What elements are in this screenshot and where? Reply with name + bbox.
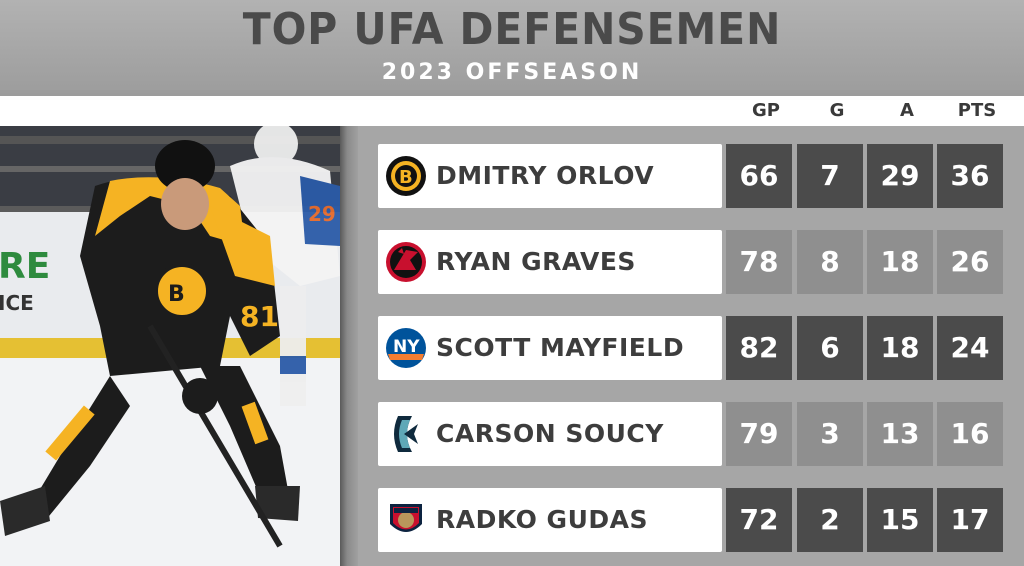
player-name: SCOTT MAYFIELD	[436, 333, 685, 362]
islanders-logo-icon: NY	[386, 328, 426, 368]
svg-text:B: B	[399, 167, 413, 188]
player-name-box: NY SCOTT MAYFIELD	[378, 316, 722, 380]
stat-pts: 16	[937, 402, 1003, 466]
column-header-gp: GP	[752, 100, 780, 121]
stat-pts: 26	[937, 230, 1003, 294]
stat-a: 29	[867, 144, 933, 208]
stat-g: 6	[797, 316, 863, 380]
player-row: B DMITRY ORLOV 66 7 29 36	[358, 144, 1024, 208]
svg-text:NY: NY	[393, 337, 420, 357]
stat-gp: 78	[726, 230, 792, 294]
player-photo: RE ICE 29 B 81	[0, 126, 342, 566]
graphic-title: TOP UFA DEFENSEMEN	[242, 4, 782, 55]
svg-text:29: 29	[308, 202, 336, 226]
player-row: NY SCOTT MAYFIELD 82 6 18 24	[358, 316, 1024, 380]
stat-a: 15	[867, 488, 933, 552]
kraken-logo-icon	[394, 416, 418, 452]
stat-gp: 79	[726, 402, 792, 466]
player-name-box: B DMITRY ORLOV	[378, 144, 722, 208]
player-name-box: RADKO GUDAS	[378, 488, 722, 552]
board-ad-text-2: ICE	[0, 291, 34, 315]
player-name-box: RYAN GRAVES	[378, 230, 722, 294]
player-name: DMITRY ORLOV	[436, 161, 655, 190]
graphic-header: TOP UFA DEFENSEMEN 2023 OFFSEASON	[0, 0, 1024, 96]
stat-pts: 24	[937, 316, 1003, 380]
stat-a: 18	[867, 316, 933, 380]
stat-a: 18	[867, 230, 933, 294]
player-row: RADKO GUDAS 72 2 15 17	[358, 488, 1024, 552]
panel-divider	[340, 126, 358, 566]
jersey-number: 81	[240, 300, 279, 333]
board-ad-text: RE	[0, 246, 50, 287]
stat-pts: 17	[937, 488, 1003, 552]
column-header-a: A	[900, 100, 914, 121]
stat-a: 13	[867, 402, 933, 466]
stat-pts: 36	[937, 144, 1003, 208]
stat-g: 2	[797, 488, 863, 552]
stat-gp: 72	[726, 488, 792, 552]
player-name-box: CARSON SOUCY	[378, 402, 722, 466]
stat-gp: 82	[726, 316, 792, 380]
player-name: RYAN GRAVES	[436, 247, 636, 276]
column-header-g: G	[829, 100, 845, 121]
stat-g: 7	[797, 144, 863, 208]
bruins-logo-icon: B	[386, 156, 426, 196]
player-name: RADKO GUDAS	[436, 505, 648, 534]
stats-panel: B DMITRY ORLOV 66 7 29 36 RYAN GRAVES 78…	[358, 126, 1024, 566]
background-player: 29	[230, 126, 340, 406]
devils-logo-icon	[386, 242, 426, 282]
column-header-pts: PTS	[957, 100, 997, 121]
stat-g: 8	[797, 230, 863, 294]
panthers-logo-icon	[390, 504, 422, 532]
player-row: CARSON SOUCY 79 3 13 16	[358, 402, 1024, 466]
player-row: RYAN GRAVES 78 8 18 26	[358, 230, 1024, 294]
player-name: CARSON SOUCY	[436, 419, 664, 448]
svg-text:B: B	[168, 282, 185, 307]
graphic-subtitle: 2023 OFFSEASON	[381, 60, 643, 85]
column-header-bar: GP G A PTS	[0, 96, 1024, 126]
stat-gp: 66	[726, 144, 792, 208]
stat-g: 3	[797, 402, 863, 466]
main-player: B 81	[0, 140, 300, 548]
